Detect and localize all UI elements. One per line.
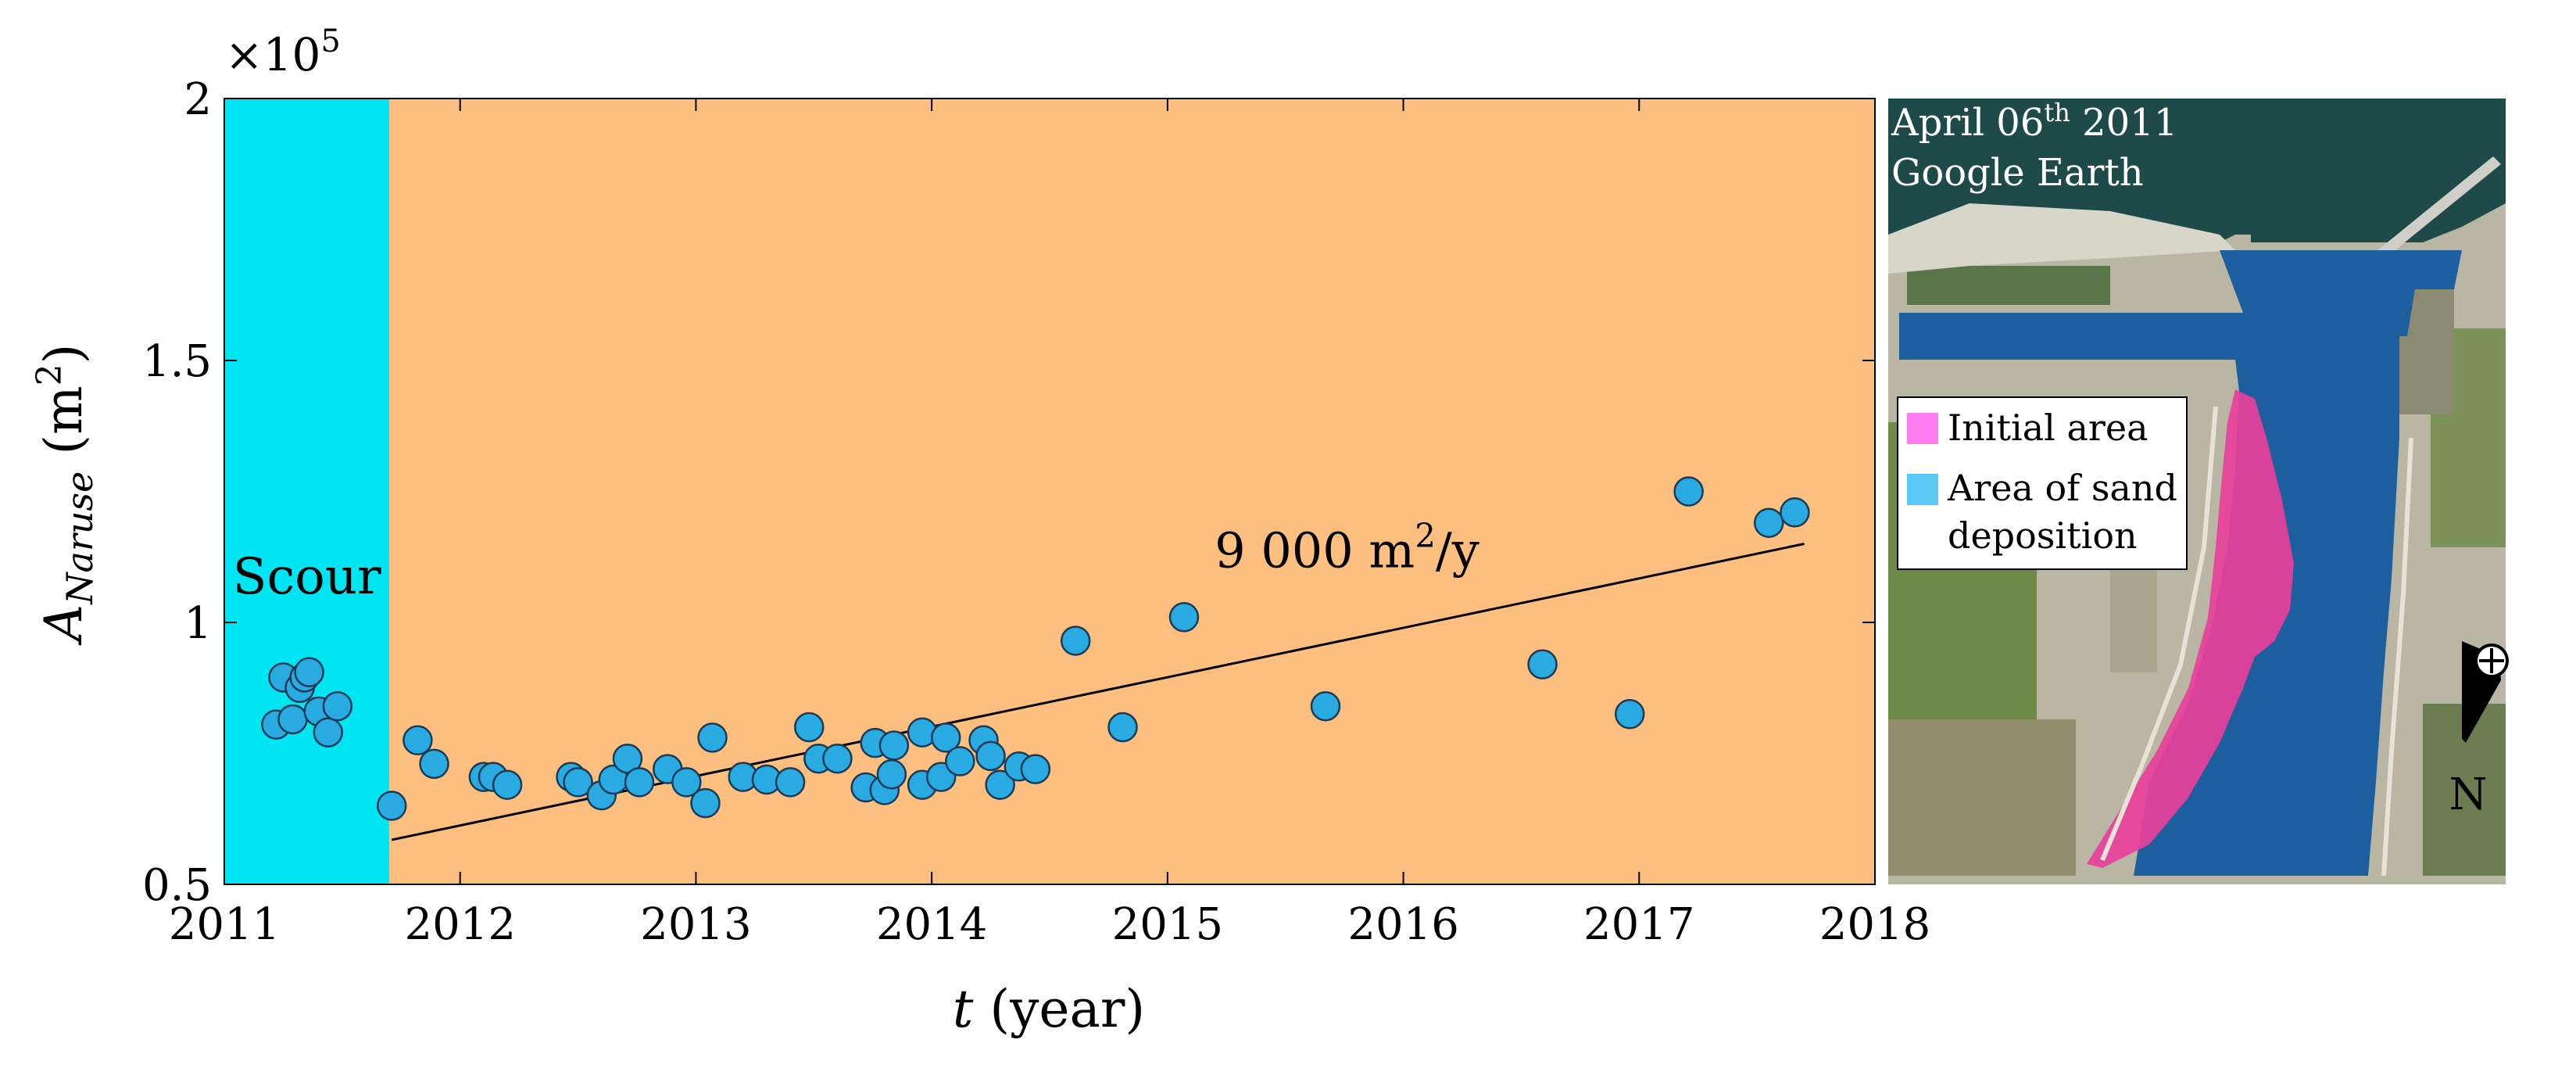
data-point [1168,602,1200,633]
breakwater [2368,156,2501,266]
inset-caption-source: Google Earth [1891,151,2144,195]
plot-frame [224,98,1876,885]
data-point [671,767,702,798]
initial-area [2087,389,2294,868]
road [2100,406,2218,862]
y-multiplier: ×105 [225,23,341,81]
data-point [1107,712,1138,743]
data-point [624,767,655,798]
legend-swatch-sand-deposition [1907,474,1938,505]
data-point [775,767,806,798]
north-arrow: N [2449,641,2509,820]
inset-channel [1899,250,2462,876]
y-tick-label: 0.5 [142,860,212,911]
data-point [612,743,643,774]
data-point [985,769,1015,800]
data-point [1527,649,1558,679]
data-point [1020,754,1051,784]
x-axis-label: t (year) [953,979,1145,1039]
scatter-chart: 2011 2012 2013 2014 2015 2016 2017 2018 0.5 1 1.5… [30,23,1930,1039]
data-point [294,657,324,687]
x-tick-label: 2017 [1583,899,1695,950]
inset-caption-date: April 06th 2011 [1891,98,2177,145]
inset-legend: Initial area Area of sand deposition [1897,396,2188,570]
trend-rate-label: 9 000 m2/y [1215,517,1479,579]
scour-region [224,99,390,884]
legend-box [1897,396,2188,570]
vegetation-patch [1907,266,2110,305]
data-point [794,712,825,743]
x-tick-label: 2016 [1347,899,1459,950]
x-tick-label: 2011 [169,899,281,950]
data-point [930,722,961,753]
data-point [1310,690,1341,722]
x-tick-label: 2018 [1819,899,1931,950]
vegetation-patch [1888,719,2076,876]
data-point [822,743,853,774]
north-label: N [2449,769,2488,820]
scour-label: Scour [233,548,381,606]
data-point [277,704,308,735]
data-point [1673,476,1704,507]
data-point [402,725,433,755]
y-axis: 0.5 1 1.5 2 [142,74,1875,911]
sand-bar [1888,203,2235,274]
data-point [697,722,728,753]
x-tick-label: 2013 [640,899,752,950]
data-point [563,767,593,798]
data-point [945,746,975,776]
legend-swatch-initial-area [1907,413,1938,444]
data-point [492,769,523,800]
satellite-inset: April 06th 2011 Google Earth Initial are… [1888,98,2509,884]
legend-label-sand-deposition: Area of sand [1947,467,2177,509]
x-axis: 2011 2012 2013 2014 2015 2016 2017 2018 [169,99,1931,950]
legend-label-sand-deposition-2: deposition [1948,514,2138,557]
data-point [690,787,721,819]
x-tick-label: 2014 [876,899,988,950]
legend-label-initial-area: Initial area [1948,407,2148,449]
data-point [975,740,1006,772]
data-point [313,717,344,748]
data-points [261,476,1810,821]
y-tick-label: 2 [184,74,212,125]
y-tick-label: 1.5 [142,336,212,387]
data-point [1060,626,1091,656]
y-axis-label: ANaruse (m2) [30,344,101,647]
data-point [1614,699,1645,730]
data-point [876,759,907,790]
road [2381,437,2413,877]
x-tick-label: 2015 [1112,899,1224,950]
data-point [322,690,353,722]
data-point [1753,507,1784,538]
x-tick-label: 2012 [404,899,516,950]
data-point [376,791,407,821]
y-tick-label: 1 [184,598,212,649]
data-point [878,730,910,761]
data-point [1780,497,1810,528]
data-point [419,748,449,780]
